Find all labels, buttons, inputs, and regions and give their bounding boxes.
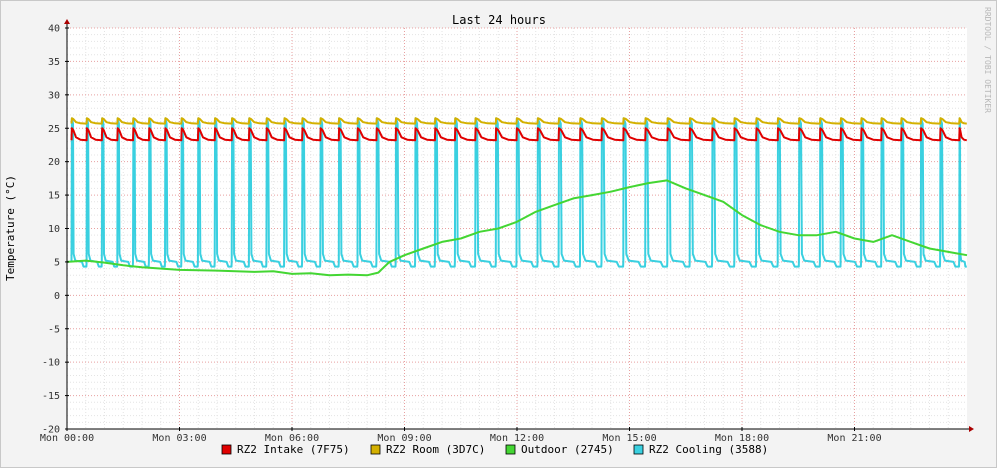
chart-title: Last 24 hours: [452, 13, 546, 27]
legend-label: RZ2 Room (3D7C): [386, 443, 485, 456]
y-axis-arrow: [64, 19, 70, 24]
series-line-rz2-intake-7f75: [70, 127, 968, 142]
legend: RZ2 Intake (7F75) RZ2 Room (3D7C) Outdoor …: [221, 443, 768, 456]
y-tick-label: 20: [48, 157, 60, 168]
legend-label: Outdoor (2745): [521, 443, 614, 456]
legend-swatch: [370, 444, 381, 455]
x-tick-label: Mon 09:00: [377, 433, 431, 444]
y-tick-label: 5: [54, 257, 60, 268]
axes-layer: [64, 19, 974, 432]
x-tick-label: Mon 18:00: [715, 433, 769, 444]
legend-swatch: [221, 444, 232, 455]
x-tick-label: Mon 00:00: [40, 433, 94, 444]
y-tick-label: -5: [48, 324, 60, 335]
x-tick-label: Mon 12:00: [490, 433, 544, 444]
watermark: RRDTOOL / TOBI OETIKER: [983, 7, 992, 113]
y-tick-label: 0: [54, 291, 60, 302]
y-tick-label: -15: [42, 391, 60, 402]
y-tick-label: -20: [42, 425, 60, 436]
y-tick-label: 30: [48, 90, 60, 101]
legend-swatch: [505, 444, 516, 455]
legend-swatch: [633, 444, 644, 455]
y-tick-label: 25: [48, 124, 60, 135]
y-axis-label: Temperature (°C): [4, 175, 17, 281]
series-line-rz2-room-3d7c: [70, 117, 967, 125]
y-tick-label: -10: [42, 358, 60, 369]
x-tick-label: Mon 21:00: [827, 433, 881, 444]
series-line-outdoor-2745: [66, 179, 968, 277]
y-tick-label: 10: [48, 224, 60, 235]
legend-label: RZ2 Intake (7F75): [237, 443, 350, 456]
y-tick-label: 15: [48, 191, 60, 202]
x-axis-arrow: [969, 426, 974, 432]
grid-layer: [67, 27, 967, 429]
series-line-rz2-cooling-3588: [70, 117, 967, 268]
x-tick-label: Mon 06:00: [265, 433, 319, 444]
y-tick-label: 40: [48, 24, 60, 35]
x-tick-label: Mon 03:00: [152, 433, 206, 444]
series-layer: [66, 117, 968, 277]
y-tick-label: 35: [48, 57, 60, 68]
x-tick-label: Mon 15:00: [602, 433, 656, 444]
legend-label: RZ2 Cooling (3588): [649, 443, 768, 456]
